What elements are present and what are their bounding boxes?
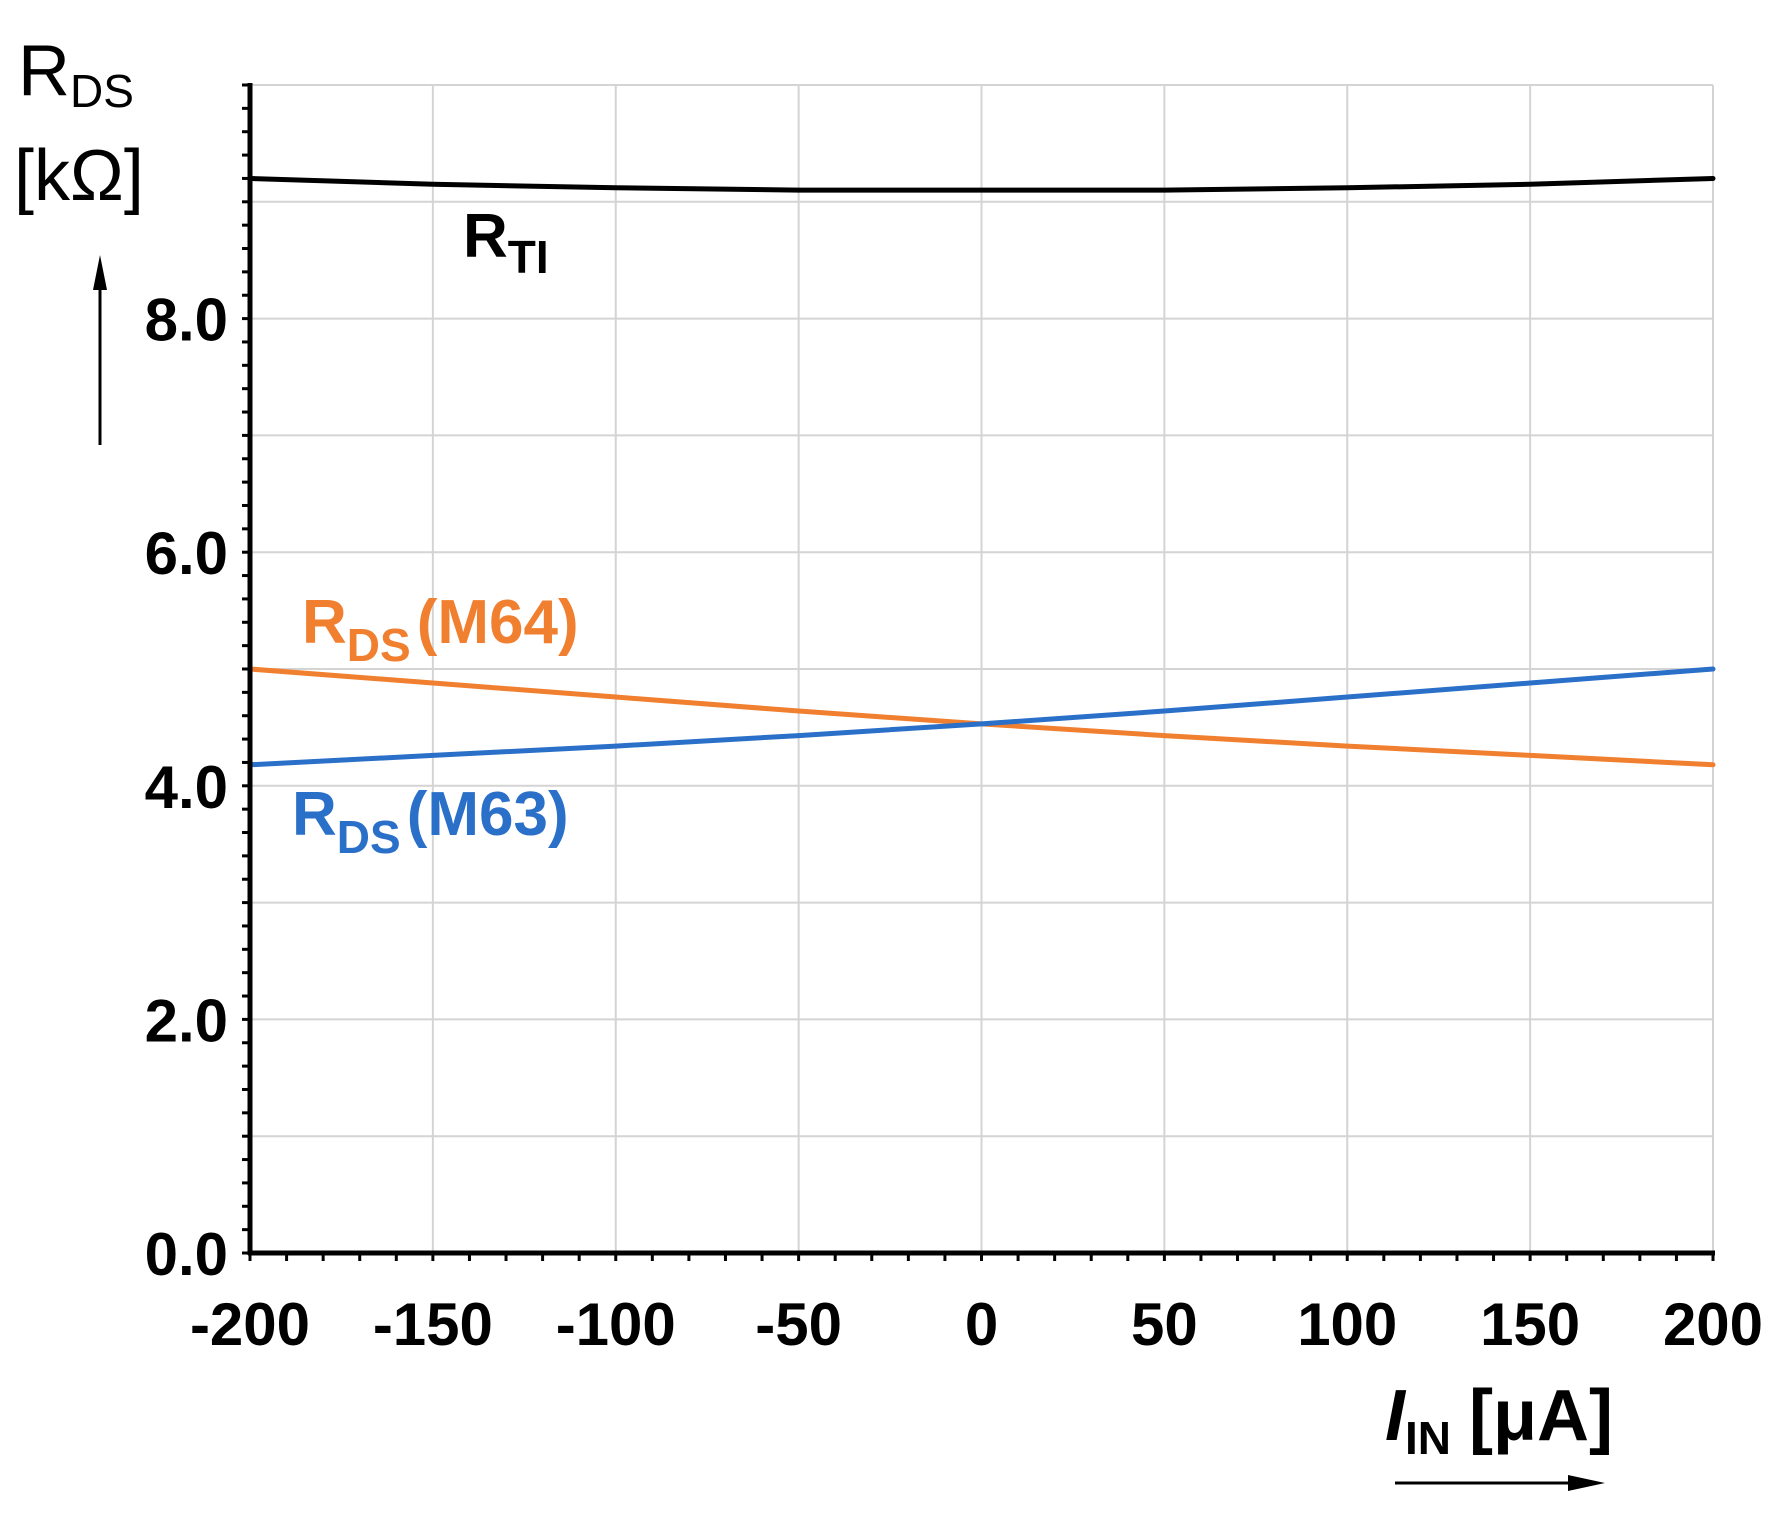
series-label-rti: RTI (463, 202, 549, 283)
y-tick-label: 4.0 (145, 754, 228, 821)
axes (242, 83, 1715, 1261)
x-tick-label: -100 (556, 1291, 676, 1358)
x-tick-label: -50 (755, 1291, 842, 1358)
y-tick-label: 2.0 (145, 987, 228, 1054)
tick-labels: -200 -150 -100 -50 0 50 100 150 200 0.0 2.0 4.0 6.0 8… (145, 287, 1763, 1358)
x-tick-label: -150 (373, 1291, 493, 1358)
series-label-rds-m63: RDS(M63) (292, 780, 569, 863)
x-minor-ticks (248, 1253, 1715, 1261)
y-axis-unit: [kΩ] (14, 136, 144, 216)
series-line-rti (247, 175, 1716, 193)
x-tick-label: -200 (190, 1291, 310, 1358)
x-tick-label: 150 (1480, 1291, 1580, 1358)
x-tick-label: 50 (1131, 1291, 1198, 1358)
y-axis-arrow (93, 255, 107, 445)
series-layer (247, 175, 1716, 768)
y-tick-label: 6.0 (145, 520, 228, 587)
series-line-rds-m63 (247, 666, 1716, 768)
grid (249, 84, 1714, 1254)
series-label-rds-m64: RDS(M64) (302, 588, 579, 671)
y-minor-ticks (242, 83, 250, 1255)
y-axis-title: RDS (18, 31, 134, 117)
x-tick-label: 200 (1663, 1291, 1763, 1358)
y-tick-label: 0.0 (145, 1221, 228, 1288)
y-tick-label: 8.0 (145, 287, 228, 354)
x-axis-title: IIN [μA] (1385, 1376, 1613, 1464)
x-tick-label: 0 (965, 1291, 998, 1358)
x-axis-arrow (1395, 1475, 1605, 1491)
x-tick-label: 100 (1297, 1291, 1397, 1358)
